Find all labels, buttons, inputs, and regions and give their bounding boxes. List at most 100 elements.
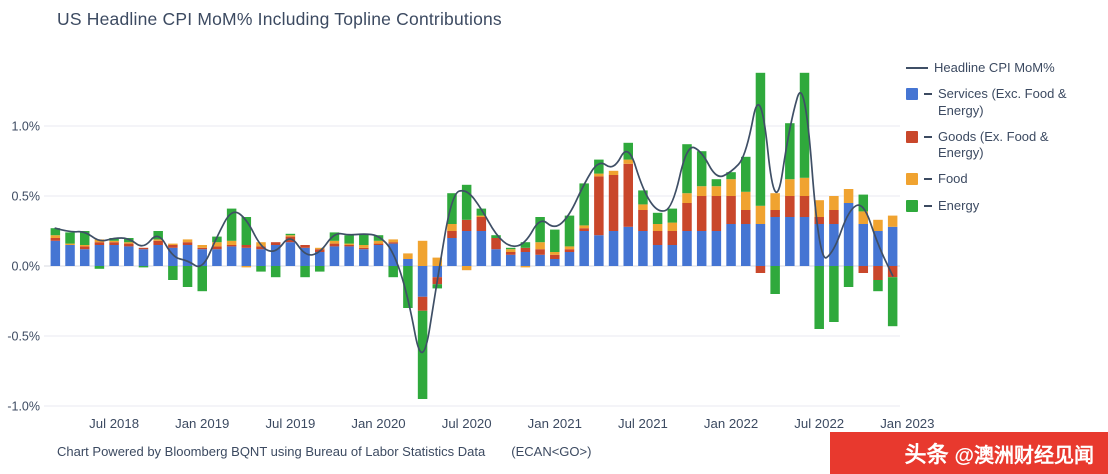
bar-segment: [887, 277, 898, 327]
bar-segment: [579, 231, 589, 266]
bar-segment: [843, 189, 854, 203]
bar-segment: [667, 208, 678, 223]
x-axis-tick-label: Jul 2022: [794, 416, 844, 431]
bar-segment: [109, 240, 119, 243]
bar-segment: [491, 235, 501, 238]
x-axis-tick-label: Jan 2020: [351, 416, 405, 431]
bar-segment: [785, 179, 795, 196]
bar-segment: [491, 238, 501, 250]
bar-segment: [682, 231, 692, 266]
bar-segment: [403, 253, 413, 259]
bar-segment: [726, 179, 736, 196]
bar-segment: [770, 193, 780, 210]
bar-segment: [550, 252, 560, 255]
bar-segment: [461, 184, 472, 220]
y-axis-tick-label: -1.0%: [7, 400, 40, 414]
bar-segment: [887, 215, 898, 227]
bar-segment: [520, 266, 531, 268]
legend-label: Food: [938, 171, 968, 187]
bar-segment: [858, 266, 869, 273]
bar-segment: [300, 247, 310, 266]
bar-segment: [696, 151, 707, 187]
bar-segment: [373, 240, 384, 244]
bar-segment: [564, 249, 575, 252]
bar-segment: [94, 266, 105, 269]
bar-segment: [241, 247, 252, 266]
bar-segment: [814, 224, 824, 266]
chart-legend: Headline CPI MoM% Services (Exc. Food & E…: [906, 60, 1104, 214]
bar-segment: [741, 224, 751, 266]
bar-segment: [270, 245, 281, 266]
bar-segment: [638, 190, 648, 205]
bar-segment: [652, 224, 663, 231]
bar-segment: [623, 226, 633, 266]
bar-segment: [403, 266, 413, 308]
bar-segment: [124, 243, 134, 247]
x-axis-tick-label: Jul 2020: [442, 416, 492, 431]
bar-segment: [388, 242, 398, 244]
bar-segment: [726, 172, 736, 180]
bar-segment: [388, 239, 398, 243]
bar-segment: [94, 245, 105, 266]
bar-segment: [270, 266, 281, 278]
color-swatch-icon: [906, 130, 918, 143]
caption-terminal-code: (ECAN<GO>): [511, 444, 592, 459]
bar-segment: [168, 266, 178, 280]
bar-segment: [799, 177, 810, 196]
bar-segment: [711, 186, 722, 196]
bar-segment: [491, 249, 501, 266]
chart-caption: Chart Powered by Bloomberg BQNT using Bu…: [57, 444, 591, 459]
bar-segment: [138, 247, 149, 250]
legend-item-4: Energy: [906, 198, 1104, 214]
bar-segment: [79, 249, 90, 266]
bar-segment: [843, 203, 854, 266]
bar-segment: [79, 246, 90, 250]
bar-segment: [520, 242, 531, 248]
bar-segment: [726, 224, 736, 266]
chart-title: US Headline CPI MoM% Including Topline C…: [57, 9, 502, 29]
bar-segment: [417, 266, 428, 297]
bar-segment: [814, 266, 824, 329]
bar-segment: [138, 249, 149, 266]
bar-segment: [564, 215, 575, 247]
bar-segment: [256, 266, 266, 272]
legend-label: Energy: [938, 197, 980, 213]
y-axis-tick-label: 0.0%: [12, 260, 41, 274]
bar-segment: [417, 240, 428, 266]
bar-segment: [682, 203, 692, 231]
bar-segment: [329, 232, 340, 241]
bar-segment: [256, 249, 266, 266]
bars-layer: [50, 72, 898, 399]
bar-segment: [696, 186, 707, 196]
bar-segment: [535, 249, 545, 255]
bar-segment: [226, 246, 237, 266]
bar-segment: [696, 231, 707, 266]
bar-segment: [373, 235, 384, 241]
bar-segment: [505, 254, 516, 266]
y-axis-tick-label: 0.5%: [12, 190, 41, 204]
bar-segment: [829, 210, 839, 224]
bar-segment: [770, 266, 780, 294]
y-axis-tick-label: 1.0%: [12, 120, 41, 134]
bar-segment: [652, 212, 663, 224]
bar-segment: [109, 238, 119, 241]
bar-segment: [873, 280, 883, 292]
x-axis-labels: Jul 2018 Jan 2019 Jul 2019 Jan 2020 Jul 2020…: [89, 416, 934, 431]
x-axis-tick-label: Jul 2019: [265, 416, 315, 431]
bar-segment: [329, 246, 340, 266]
bar-segment: [858, 211, 869, 224]
legend-label: Goods (Ex. Food & Energy): [938, 128, 1049, 160]
bar-segment: [711, 179, 722, 187]
watermark-badge: 头条 @澳洲财经见闻: [830, 432, 1108, 474]
bar-segment: [858, 224, 869, 266]
bar-segment: [564, 246, 575, 250]
legend-item-3: Food: [906, 171, 1104, 187]
y-axis-tick-label: -0.5%: [7, 330, 40, 344]
bar-segment: [608, 175, 619, 231]
bar-segment: [858, 194, 869, 212]
bar-segment: [285, 242, 296, 266]
bar-segment: [388, 266, 398, 278]
bar-segment: [359, 247, 369, 250]
bar-segment: [344, 246, 354, 266]
